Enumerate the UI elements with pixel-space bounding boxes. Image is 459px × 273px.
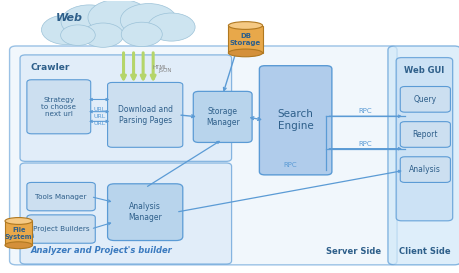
Text: Download and
Parsing Pages: Download and Parsing Pages (118, 105, 172, 124)
Text: RPC: RPC (283, 162, 297, 168)
Circle shape (120, 4, 177, 37)
Text: Analysis
Manager: Analysis Manager (128, 203, 162, 222)
Circle shape (147, 13, 195, 41)
Text: JSON: JSON (158, 68, 171, 73)
Circle shape (41, 15, 91, 44)
Text: Report: Report (412, 130, 437, 139)
FancyBboxPatch shape (395, 58, 452, 221)
Bar (228, 25, 262, 53)
Circle shape (88, 0, 150, 36)
Text: Search
Engine: Search Engine (277, 109, 313, 131)
FancyBboxPatch shape (399, 87, 449, 112)
Circle shape (121, 22, 162, 46)
FancyBboxPatch shape (107, 82, 182, 147)
FancyBboxPatch shape (27, 182, 95, 211)
Text: Tools Manager: Tools Manager (35, 194, 87, 200)
Text: Project Builders: Project Builders (33, 226, 89, 232)
FancyBboxPatch shape (10, 46, 396, 265)
FancyBboxPatch shape (107, 184, 182, 241)
Text: Web GUI: Web GUI (403, 66, 443, 75)
FancyBboxPatch shape (20, 163, 231, 264)
Ellipse shape (5, 218, 32, 224)
Circle shape (82, 23, 123, 47)
Ellipse shape (228, 22, 262, 29)
Text: RPC: RPC (358, 108, 372, 114)
Text: URL: URL (94, 107, 106, 112)
Text: Analysis: Analysis (409, 165, 440, 174)
Text: Web: Web (55, 13, 82, 23)
FancyBboxPatch shape (399, 122, 449, 147)
Text: File
System: File System (5, 227, 33, 240)
FancyBboxPatch shape (193, 91, 252, 143)
FancyBboxPatch shape (27, 80, 90, 134)
Ellipse shape (228, 49, 262, 57)
FancyBboxPatch shape (387, 46, 459, 265)
Text: Client Side: Client Side (398, 247, 449, 256)
Circle shape (61, 5, 118, 38)
Circle shape (61, 25, 95, 45)
FancyBboxPatch shape (399, 157, 449, 182)
Text: RPC: RPC (358, 141, 372, 147)
Text: Server Side: Server Side (325, 247, 381, 256)
Text: DB
Storage: DB Storage (230, 33, 261, 46)
Text: URL: URL (94, 121, 106, 126)
FancyBboxPatch shape (259, 66, 331, 175)
Text: Query: Query (413, 95, 436, 104)
FancyBboxPatch shape (27, 215, 95, 243)
Ellipse shape (5, 242, 32, 249)
Text: URL: URL (94, 114, 106, 119)
Bar (5, 221, 32, 245)
Text: Analyzer and Project's builder: Analyzer and Project's builder (31, 246, 173, 255)
FancyBboxPatch shape (20, 55, 231, 161)
Text: Storage
Manager: Storage Manager (205, 107, 239, 127)
Text: Crawler: Crawler (31, 63, 70, 72)
Text: Strategy
to choose
next url: Strategy to choose next url (41, 97, 76, 117)
Text: HTML: HTML (152, 65, 167, 70)
